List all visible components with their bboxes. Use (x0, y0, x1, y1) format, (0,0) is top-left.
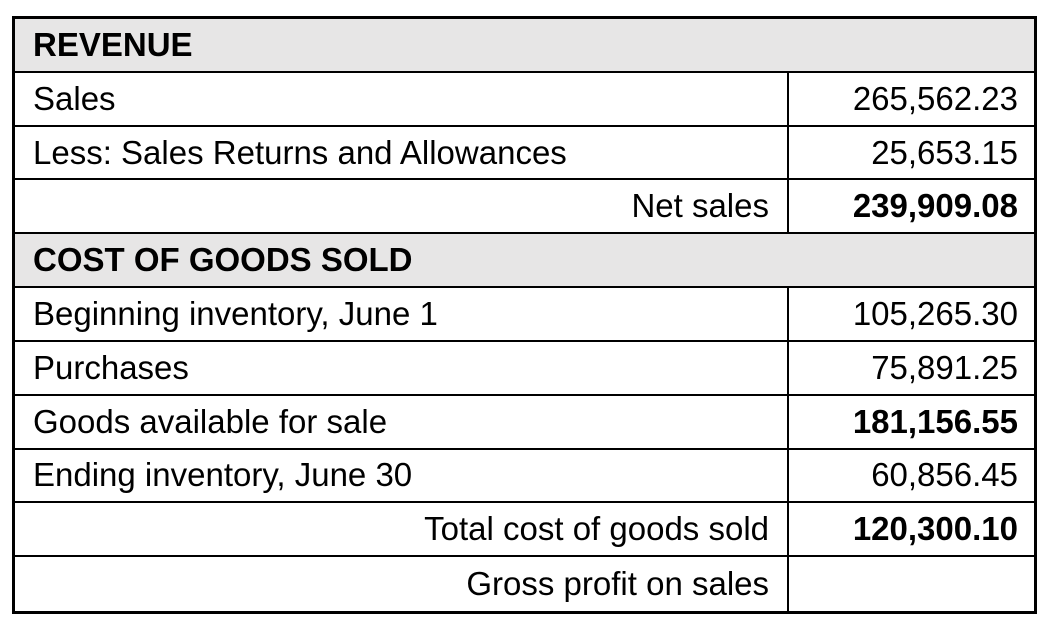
income-statement-table: REVENUE Sales 265,562.23 Less: Sales Ret… (12, 16, 1037, 614)
goods-available-value: 181,156.55 (787, 395, 1034, 450)
purchases-value: 75,891.25 (787, 341, 1034, 396)
revenue-section-header: REVENUE (15, 19, 1034, 73)
purchases-label: Purchases (15, 342, 787, 396)
ending-inventory-value: 60,856.45 (787, 449, 1034, 504)
gross-profit-label: Gross profit on sales (466, 565, 769, 603)
total-cogs-label: Total cost of goods sold (15, 503, 787, 558)
goods-available-label: Goods available for sale (15, 396, 787, 450)
sales-label: Sales (15, 73, 787, 127)
returns-value: 25,653.15 (787, 126, 1034, 181)
net-sales-label: Net sales (15, 180, 787, 235)
cogs-section-header: COST OF GOODS SOLD (15, 234, 1034, 289)
gross-profit-value (787, 557, 1034, 611)
net-sales-value: 239,909.08 (787, 180, 1034, 235)
beginning-inventory-value: 105,265.30 (787, 288, 1034, 342)
total-cogs-value: 120,300.10 (787, 503, 1034, 558)
ending-inventory-label: Ending inventory, June 30 (15, 450, 787, 504)
sales-value: 265,562.23 (787, 72, 1034, 127)
beginning-inventory-label: Beginning inventory, June 1 (15, 288, 787, 342)
returns-label: Less: Sales Returns and Allowances (15, 127, 787, 181)
